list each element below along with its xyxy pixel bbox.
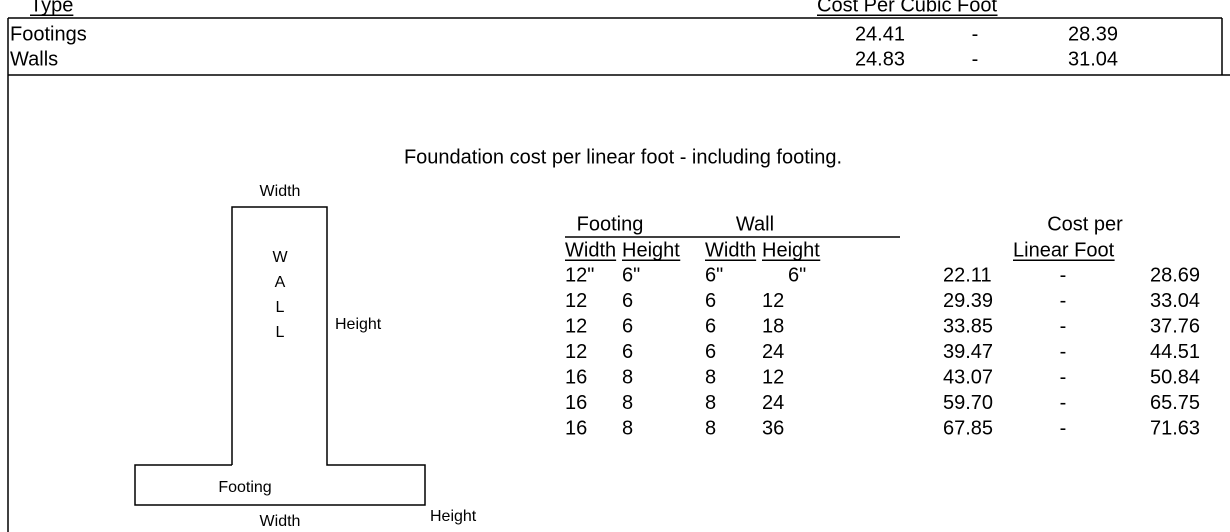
cell: - (1060, 264, 1067, 286)
cell: 28.69 (1150, 264, 1200, 286)
cell: 6" (788, 264, 806, 286)
cell: 44.51 (1150, 341, 1200, 363)
diagram-label: Height (430, 508, 477, 525)
column-header: Width (705, 239, 756, 261)
cell: 59.70 (943, 392, 993, 414)
cell: 22.11 (943, 264, 992, 286)
cell: 12 (762, 290, 784, 312)
diagram-label: W (272, 249, 288, 266)
cell: 12 (565, 341, 587, 363)
cell: 37.76 (1150, 315, 1200, 337)
cell: 6" (622, 264, 640, 286)
column-header: Type (30, 0, 73, 16)
cell: 8 (705, 366, 716, 388)
diagram-label: Height (335, 316, 382, 333)
cell: 8 (622, 366, 633, 388)
cell: - (972, 48, 979, 70)
cell: 65.75 (1150, 392, 1200, 414)
cell: 6" (705, 264, 723, 286)
diagram-label: L (276, 324, 285, 341)
cell: 12 (565, 315, 587, 337)
cell: 8 (622, 392, 633, 414)
column-header: Linear Foot (1013, 239, 1115, 261)
cell: 43.07 (943, 366, 993, 388)
column-header: Cost Per Cubic Foot (817, 0, 998, 16)
cell: 16 (565, 417, 587, 439)
cell: 71.63 (1150, 417, 1200, 439)
cell: - (1060, 392, 1067, 414)
foundation-diagram (134, 206, 426, 506)
cell: 16 (565, 392, 587, 414)
cell: 36 (762, 417, 784, 439)
column-header: Height (622, 239, 680, 261)
cell: 31.04 (1068, 48, 1118, 70)
cell: 6 (622, 315, 633, 337)
cell: 24 (762, 392, 784, 414)
cell: 6 (622, 290, 633, 312)
diagram-label: Width (260, 183, 301, 200)
cell: - (1060, 315, 1067, 337)
column-header: Height (762, 239, 820, 261)
cell: 12 (762, 366, 784, 388)
cell: 50.84 (1150, 366, 1200, 388)
cell: Footings (10, 23, 87, 45)
group-header: Cost per (1047, 213, 1123, 235)
group-header: Footing (577, 213, 644, 235)
cell: 28.39 (1068, 23, 1118, 45)
cell: 8 (705, 417, 716, 439)
cell: - (1060, 290, 1067, 312)
cell: 6 (705, 315, 716, 337)
cell: 33.85 (943, 315, 993, 337)
group-header: Wall (736, 213, 774, 235)
cell: 8 (705, 392, 716, 414)
cell: 16 (565, 366, 587, 388)
cell: 12 (565, 290, 587, 312)
cell: 33.04 (1150, 290, 1200, 312)
diagram-label: L (276, 299, 285, 316)
cell: - (1060, 341, 1067, 363)
cell: 24.83 (855, 48, 905, 70)
diagram-label: A (275, 274, 286, 291)
section-title: Foundation cost per linear foot - includ… (404, 146, 842, 168)
diagram-label: Footing (218, 479, 271, 496)
cell: 6 (705, 290, 716, 312)
column-header: Width (565, 239, 616, 261)
cell: 29.39 (943, 290, 993, 312)
cell: 67.85 (943, 417, 993, 439)
diagram-label: Width (260, 513, 301, 530)
cell: 18 (762, 315, 784, 337)
cell: - (972, 23, 979, 45)
cell: - (1060, 366, 1067, 388)
cell: 8 (622, 417, 633, 439)
cell: 24 (762, 341, 784, 363)
cell: 39.47 (943, 341, 993, 363)
cell: 6 (622, 341, 633, 363)
cell: 24.41 (855, 23, 905, 45)
cell: - (1060, 417, 1067, 439)
cell: 6 (705, 341, 716, 363)
cell: 12" (565, 264, 594, 286)
cell: Walls (10, 48, 58, 70)
